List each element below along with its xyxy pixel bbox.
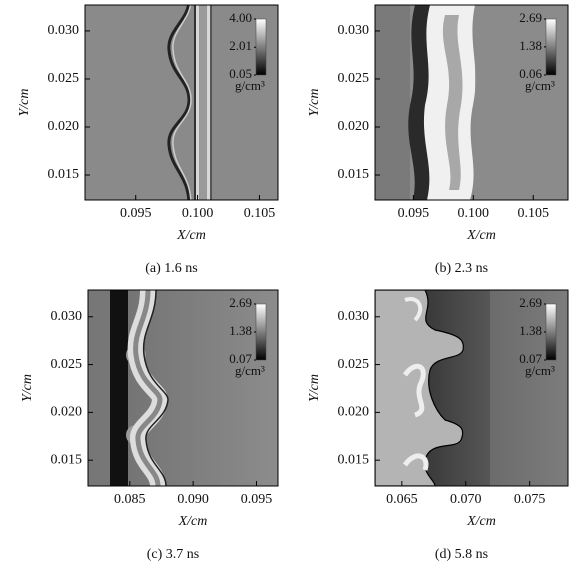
colorbar-tick-label: 4.00 — [229, 10, 252, 25]
y-tick-label: 0.015 — [338, 167, 370, 182]
x-axis-label: X/cm — [176, 228, 206, 243]
colorbar-tick-label: 2.01 — [229, 38, 252, 53]
x-tick-label: 0.100 — [458, 206, 490, 221]
x-tick-label: 0.085 — [114, 492, 146, 507]
field-image — [88, 290, 278, 486]
figure: 0.030 0.025 0.020 0.015 0.095 0.100 0.105 X/cm Y… — [0, 0, 576, 573]
colorbar-scale — [546, 19, 556, 75]
y-tick-label: 0.020 — [48, 119, 80, 134]
y-tick-label: 0.015 — [338, 452, 370, 467]
x-tick-label: 0.095 — [241, 492, 273, 507]
colorbar: 2.691.380.06g/cm³ — [519, 10, 556, 93]
x-axis-label: X/cm — [466, 228, 496, 243]
colorbar-tick-label: 2.69 — [519, 295, 542, 310]
y-axis-label: Y/cm — [307, 374, 322, 402]
colorbar: 4.002.010.05g/cm³ — [229, 10, 266, 93]
y-tick-label: 0.020 — [338, 119, 370, 134]
x-tick-label: 0.095 — [398, 206, 430, 221]
colorbar-tick-label: 2.69 — [519, 10, 542, 25]
caption: (c) 3.7 ns — [147, 547, 200, 562]
x-tick-label: 0.105 — [244, 206, 276, 221]
y-tick-label: 0.030 — [51, 309, 83, 324]
caption: (a) 1.6 ns — [145, 261, 198, 276]
colorbar-tick-label: 1.38 — [229, 323, 252, 338]
x-tick-label: 0.065 — [386, 492, 418, 507]
y-tick-label: 0.015 — [48, 167, 80, 182]
y-tick-label: 0.030 — [338, 309, 370, 324]
colorbar-tick-label: 1.38 — [519, 38, 542, 53]
x-tick-label: 0.090 — [177, 492, 209, 507]
x-axis-label: X/cm — [178, 514, 208, 529]
y-axis-label: Y/cm — [307, 89, 322, 117]
x-tick-label: 0.075 — [514, 492, 546, 507]
x-tick-label: 0.105 — [517, 206, 549, 221]
caption: (b) 2.3 ns — [435, 261, 488, 276]
y-tick-label: 0.025 — [338, 357, 370, 372]
y-tick-label: 0.025 — [48, 71, 80, 86]
x-tick-label: 0.095 — [120, 206, 152, 221]
colorbar-scale — [546, 304, 556, 360]
y-tick-label: 0.030 — [338, 23, 370, 38]
colorbar-tick-label: 2.69 — [229, 295, 252, 310]
colorbar-scale — [256, 304, 266, 360]
y-tick-label: 0.030 — [48, 23, 80, 38]
colorbar: 2.691.380.07g/cm³ — [519, 295, 556, 378]
colorbar-unit: g/cm³ — [525, 363, 555, 378]
y-axis-label: Y/cm — [20, 374, 35, 402]
colorbar-unit: g/cm³ — [235, 363, 265, 378]
colorbar: 2.691.380.07g/cm³ — [229, 295, 266, 378]
y-tick-label: 0.025 — [51, 357, 83, 372]
y-tick-label: 0.015 — [51, 452, 83, 467]
field-image — [375, 5, 568, 200]
x-axis-label: X/cm — [466, 514, 496, 529]
field-image — [85, 0, 278, 205]
y-tick-label: 0.020 — [338, 405, 370, 420]
y-tick-label: 0.025 — [338, 71, 370, 86]
colorbar-unit: g/cm³ — [525, 78, 555, 93]
caption: (d) 5.8 ns — [435, 547, 488, 562]
field-image — [375, 290, 568, 486]
colorbar-scale — [256, 19, 266, 75]
colorbar-tick-label: 1.38 — [519, 323, 542, 338]
x-tick-label: 0.070 — [450, 492, 482, 507]
y-axis-label: Y/cm — [17, 89, 32, 117]
x-tick-label: 0.100 — [182, 206, 214, 221]
y-tick-label: 0.020 — [51, 405, 83, 420]
colorbar-unit: g/cm³ — [235, 78, 265, 93]
